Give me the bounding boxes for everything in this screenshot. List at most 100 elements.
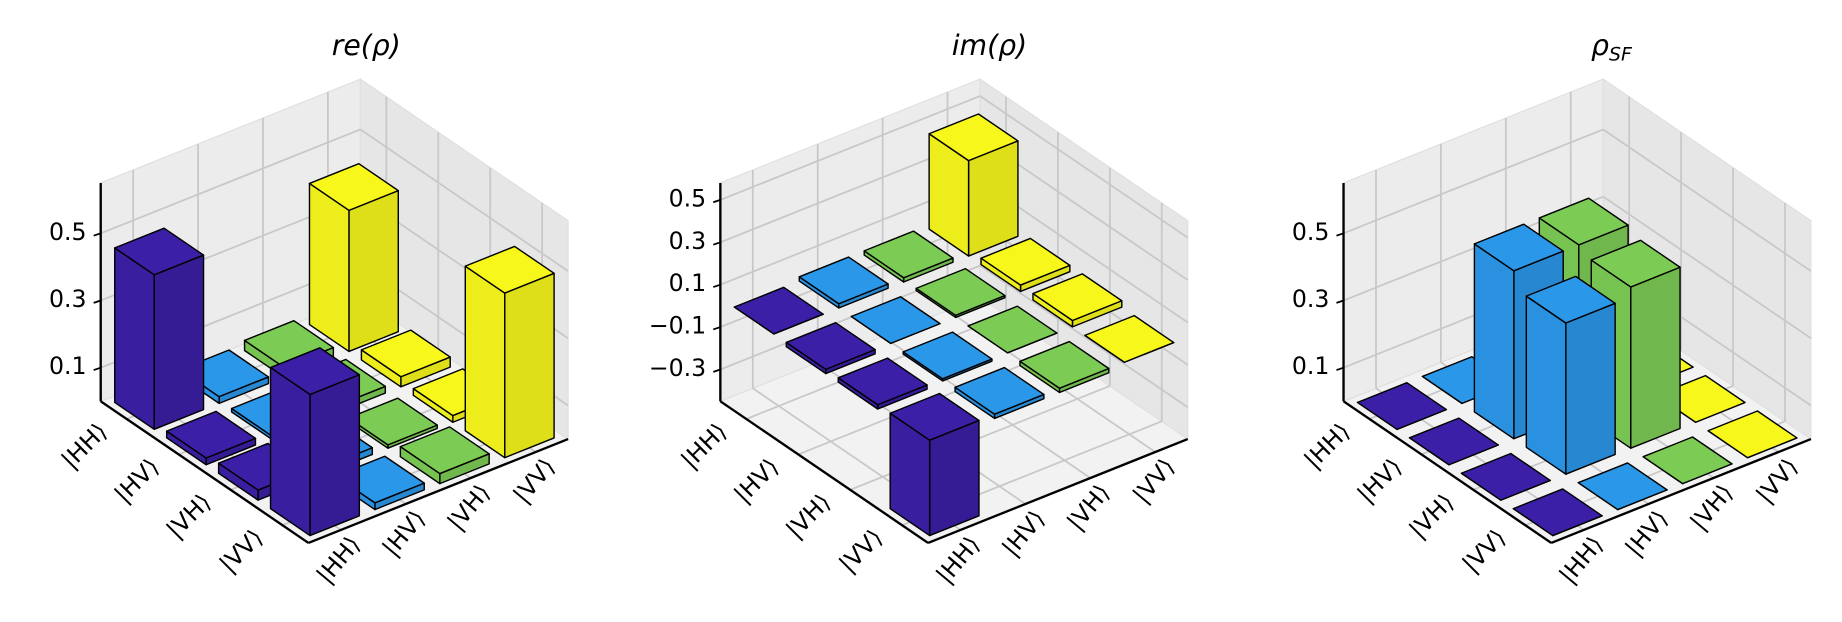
panel: im(ρ)−0.3−0.10.10.30.5|HH⟩|HH⟩|HV⟩|HV⟩|V… xyxy=(649,29,1189,589)
bar-face xyxy=(347,397,438,446)
bar-face xyxy=(798,256,889,305)
bar-face xyxy=(1408,417,1499,466)
bar xyxy=(733,286,824,335)
bar-face xyxy=(269,366,311,537)
grid-line xyxy=(1602,195,1812,340)
row-label: |VH⟩ xyxy=(780,488,836,544)
bar-face xyxy=(1525,275,1616,324)
bar-face xyxy=(1538,197,1629,246)
bar-face xyxy=(114,247,155,431)
title-subscript: SF xyxy=(1609,43,1633,65)
bar xyxy=(798,256,889,309)
bar-face xyxy=(967,305,1058,354)
grid-line xyxy=(1343,128,1604,235)
row-label: |VV⟩ xyxy=(1457,523,1512,578)
row-label: |HH⟩ xyxy=(1299,417,1356,474)
axis-line xyxy=(1342,400,1552,544)
axis-line xyxy=(100,400,310,544)
chart-title: re(ρ) xyxy=(332,29,401,62)
z-tick-label: 0.3 xyxy=(1292,285,1330,313)
bar xyxy=(837,357,928,410)
chart-title: ρSF xyxy=(1591,29,1633,65)
bar-face xyxy=(980,237,1071,286)
bar xyxy=(1356,381,1448,431)
bar-face xyxy=(1577,462,1668,511)
bar-face xyxy=(954,366,1045,415)
row-label: |HV⟩ xyxy=(109,453,165,509)
bar-face xyxy=(850,296,941,345)
bar xyxy=(1525,275,1616,475)
title-text: im(ρ) xyxy=(952,29,1028,62)
bar-face xyxy=(733,286,824,335)
title-text: ρ xyxy=(1591,29,1609,62)
row-label: |VH⟩ xyxy=(161,488,217,544)
bar xyxy=(360,329,451,388)
grid-line xyxy=(979,264,1189,408)
bar xyxy=(1084,314,1175,363)
bar xyxy=(1642,436,1733,485)
bar-face xyxy=(1084,314,1175,363)
axis-line xyxy=(308,437,569,545)
bar xyxy=(165,410,257,466)
axis-line xyxy=(1550,437,1812,545)
bar-face xyxy=(1565,302,1616,475)
bar-face xyxy=(837,357,928,406)
bar-face xyxy=(504,272,555,459)
row-label: |HV⟩ xyxy=(1352,453,1408,509)
bar-face xyxy=(928,113,1019,162)
bar-face xyxy=(1019,340,1110,389)
title-text: re(ρ) xyxy=(332,29,401,62)
bar xyxy=(399,426,490,485)
bar xyxy=(1032,273,1123,328)
bar-face xyxy=(308,162,399,212)
bar xyxy=(1460,452,1551,501)
bar-face xyxy=(269,347,361,396)
bar xyxy=(308,162,399,353)
row-label: |HH⟩ xyxy=(56,417,113,474)
row-label: |HH⟩ xyxy=(675,417,732,474)
grid-line xyxy=(100,128,361,235)
bar-face xyxy=(1473,223,1564,272)
bar xyxy=(928,113,1019,257)
bar-face xyxy=(1642,436,1733,485)
z-tick-label: 0.1 xyxy=(669,269,707,297)
z-tick-label: 0.3 xyxy=(669,227,707,255)
bar-face xyxy=(1032,273,1123,322)
bar xyxy=(980,237,1071,293)
bar-face xyxy=(889,392,980,441)
bar-face xyxy=(1590,239,1681,288)
z-tick-label: 0.5 xyxy=(49,218,87,246)
bar xyxy=(464,245,555,459)
row-label: |HV⟩ xyxy=(728,453,784,509)
bar-face xyxy=(863,230,954,279)
z-tick-label: −0.3 xyxy=(649,354,706,382)
bar xyxy=(850,296,941,345)
grid-line xyxy=(1602,128,1812,272)
chart-title: im(ρ) xyxy=(952,29,1028,62)
bar-face xyxy=(308,182,350,353)
panel: re(ρ)0.10.30.5|HH⟩|HH⟩|HV⟩|HV⟩|VH⟩ |VH⟩|V… xyxy=(49,29,570,589)
z-tick-label: −0.1 xyxy=(649,312,706,340)
row-label: |VH⟩ xyxy=(1404,488,1460,544)
bar-face xyxy=(1630,266,1681,449)
z-tick-label: 0.5 xyxy=(1292,218,1330,246)
bar xyxy=(889,392,980,537)
bar-face xyxy=(1512,488,1603,537)
z-tick-label: 0.3 xyxy=(49,285,87,313)
z-tick-label: 0.1 xyxy=(1292,352,1330,380)
bar-face xyxy=(785,321,876,371)
bar xyxy=(114,227,205,431)
row-label: |VV⟩ xyxy=(214,523,269,578)
bar-face xyxy=(464,265,506,459)
right-wall-pane xyxy=(1602,77,1812,441)
grid-line xyxy=(979,95,1189,239)
bar xyxy=(1707,410,1798,459)
row-label: |VV⟩ xyxy=(833,523,888,578)
bar xyxy=(902,331,993,382)
bar-face xyxy=(1707,410,1798,459)
axis-line xyxy=(719,400,929,544)
bar-face xyxy=(902,331,993,380)
z-tick-label: 0.1 xyxy=(49,352,87,380)
